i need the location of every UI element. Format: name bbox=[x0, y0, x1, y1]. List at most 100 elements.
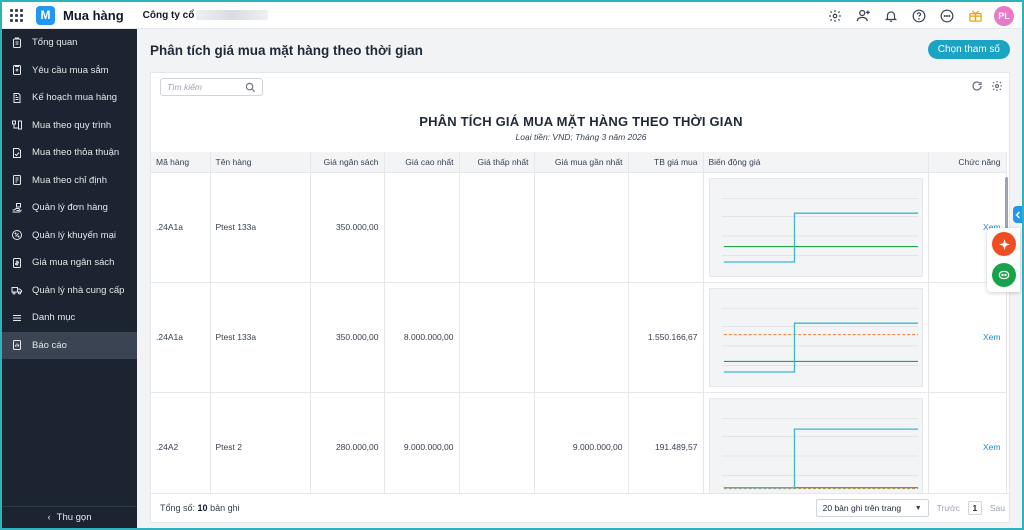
cell-max: 8.000.000,00 bbox=[384, 282, 460, 393]
user-avatar[interactable]: PL bbox=[994, 5, 1014, 26]
cell-max bbox=[384, 172, 460, 283]
help-icon[interactable] bbox=[910, 7, 928, 25]
sidebar-item-mua-theo-thoa-thuan[interactable]: Mua theo thỏa thuận bbox=[2, 139, 137, 167]
more-icon[interactable] bbox=[938, 7, 956, 25]
cell-code: .24A1a bbox=[151, 282, 211, 393]
sidebar-item-label: Mua theo quy trình bbox=[32, 119, 112, 131]
sidebar-item-mua-theo-quy-trinh[interactable]: Mua theo quy trình bbox=[2, 112, 137, 140]
col-header-min[interactable]: Giá thấp nhất bbox=[459, 152, 535, 173]
cell-min bbox=[459, 282, 535, 393]
total-value: 10 bbox=[197, 503, 208, 513]
sidebar-item-quan-ly-khuyen-mai[interactable]: Quản lý khuyến mại bbox=[2, 222, 137, 250]
sidebar-item-label: Yêu cầu mua sắm bbox=[32, 64, 109, 76]
ai-sparkle-button[interactable] bbox=[992, 232, 1016, 256]
gift-icon[interactable] bbox=[966, 7, 984, 25]
actual-price-line bbox=[723, 322, 918, 373]
col-header-budget[interactable]: Giá ngân sách bbox=[310, 152, 385, 173]
app-launcher-icon[interactable] bbox=[2, 2, 30, 29]
plan-icon bbox=[10, 91, 24, 105]
view-link[interactable]: Xem bbox=[983, 222, 1001, 232]
expand-panel-tab[interactable] bbox=[1013, 206, 1022, 223]
sidebar-item-label: Quản lý đơn hàng bbox=[32, 202, 108, 214]
supplier-icon bbox=[10, 283, 24, 297]
col-header-latest[interactable]: Giá mua gần nhất bbox=[534, 152, 629, 173]
cell-code: .24A2 bbox=[151, 392, 211, 493]
select-parameters-button[interactable]: Chọn tham số bbox=[927, 40, 1010, 59]
chevron-left-icon bbox=[1014, 210, 1020, 219]
col-header-max[interactable]: Giá cao nhất bbox=[384, 152, 460, 173]
sidebar-item-danh-muc[interactable]: Danh mục bbox=[2, 304, 137, 332]
designated-icon bbox=[10, 173, 24, 187]
table-row[interactable]: .24A1a Ptest 133a 350.000,00 Xem bbox=[151, 172, 1007, 283]
sidebar-item-label: Mua theo thỏa thuận bbox=[32, 147, 120, 159]
settings-icon[interactable] bbox=[826, 7, 844, 25]
sidebar-item-quan-ly-nha-cung-cap[interactable]: Quản lý nhà cung cấp bbox=[2, 277, 137, 305]
sidebar-item-bao-cao[interactable]: Báo cáo bbox=[2, 331, 137, 359]
app-name: Mua hàng bbox=[63, 7, 124, 23]
chat-support-button[interactable] bbox=[992, 263, 1016, 287]
cell-average: 1.550.166,67 bbox=[628, 282, 704, 393]
table-scrollbar[interactable] bbox=[1004, 173, 1009, 514]
company-selector[interactable]: Công ty cổ bbox=[143, 10, 269, 21]
refresh-icon[interactable] bbox=[971, 80, 983, 92]
sidebar-item-label: Mua theo chỉ định bbox=[32, 174, 107, 186]
cell-trend bbox=[703, 392, 929, 493]
pagination: 20 bản ghi trên trang ▼ Trước 1 Sau bbox=[815, 499, 1005, 517]
page-size-select[interactable]: 20 bản ghi trên trang ▼ bbox=[815, 499, 929, 517]
current-page[interactable]: 1 bbox=[967, 501, 982, 515]
sidebar-item-label: Quản lý nhà cung cấp bbox=[32, 284, 125, 296]
cell-name: Ptest 133a bbox=[210, 282, 311, 393]
price-trend-chart bbox=[708, 397, 923, 493]
sidebar-item-quan-ly-don-hang[interactable]: Quản lý đơn hàng bbox=[2, 194, 137, 222]
col-header-average[interactable]: TB giá mua bbox=[628, 152, 704, 173]
cell-latest: 9.000.000,00 bbox=[534, 392, 629, 493]
bell-icon[interactable] bbox=[882, 7, 900, 25]
cell-trend bbox=[703, 172, 929, 283]
chevron-left-icon: ‹ bbox=[47, 512, 51, 523]
cell-max: 9.000.000,00 bbox=[384, 392, 460, 493]
total-records: Tổng số: 10 bản ghi bbox=[160, 503, 240, 513]
add-user-icon[interactable] bbox=[854, 7, 872, 25]
table-row[interactable]: .24A1a Ptest 133a 350.000,00 8.000.000,00 1.… bbox=[151, 282, 1007, 393]
request-icon bbox=[10, 63, 24, 77]
process-icon bbox=[10, 118, 24, 132]
col-header-trend[interactable]: Biến động giá bbox=[703, 152, 929, 173]
prev-page-button[interactable]: Trước bbox=[936, 503, 960, 513]
sidebar-item-mua-theo-chi-dinh[interactable]: Mua theo chỉ định bbox=[2, 167, 137, 195]
cell-name: Ptest 2 bbox=[210, 392, 311, 493]
sidebar-item-gia-mua-ngan-sach[interactable]: Giá mua ngân sách bbox=[2, 249, 137, 277]
sidebar-item-ke-hoach-mua-hang[interactable]: Kế hoạch mua hàng bbox=[2, 84, 137, 112]
cell-budget: 350.000,00 bbox=[310, 282, 385, 393]
cell-latest bbox=[534, 282, 629, 393]
caret-down-icon: ▼ bbox=[914, 504, 922, 512]
dashboard-icon bbox=[10, 36, 24, 50]
search-input[interactable]: Tìm kiếm bbox=[160, 78, 263, 96]
cell-latest bbox=[534, 172, 629, 283]
cell-actions: Xem bbox=[928, 282, 1007, 393]
view-link[interactable]: Xem bbox=[983, 442, 1001, 452]
sparkle-icon bbox=[998, 238, 1010, 250]
col-header-code[interactable]: Mã hàng bbox=[151, 152, 211, 173]
company-name: Công ty cổ bbox=[142, 9, 195, 21]
actual-price-line bbox=[723, 212, 918, 263]
table-body: .24A1a Ptest 133a 350.000,00 Xem .24A1a Ptest… bbox=[151, 172, 1007, 493]
sidebar-item-tong-quan[interactable]: Tổng quan bbox=[2, 29, 137, 57]
sidebar-item-label: Tổng quan bbox=[32, 37, 78, 49]
sidebar-menu: Tổng quan Yêu cầu mua sắm Kế hoạch mua hàn… bbox=[2, 29, 137, 359]
sidebar: Tổng quan Yêu cầu mua sắm Kế hoạch mua hàn… bbox=[2, 29, 137, 528]
scrollbar-thumb[interactable] bbox=[1005, 177, 1008, 234]
sidebar-item-yeu-cau-mua-sam[interactable]: Yêu cầu mua sắm bbox=[2, 57, 137, 85]
company-name-redacted bbox=[196, 10, 269, 20]
col-header-name[interactable]: Tên hàng bbox=[210, 152, 311, 173]
collapse-label: Thu gọn bbox=[56, 512, 92, 523]
collapse-sidebar-button[interactable]: ‹ Thu gọn bbox=[2, 506, 137, 528]
search-placeholder: Tìm kiếm bbox=[167, 82, 202, 92]
data-table: Mã hàng Tên hàng Giá ngân sách Giá cao n… bbox=[151, 152, 1007, 493]
search-icon bbox=[245, 82, 256, 92]
agreement-icon bbox=[10, 146, 24, 160]
view-link[interactable]: Xem bbox=[983, 332, 1001, 342]
table-row[interactable]: .24A2 Ptest 2 280.000,00 9.000.000,00 9.000.… bbox=[151, 392, 1007, 493]
next-page-button[interactable]: Sau bbox=[989, 503, 1005, 513]
catalog-icon bbox=[10, 311, 24, 325]
settings-icon[interactable] bbox=[991, 80, 1003, 92]
